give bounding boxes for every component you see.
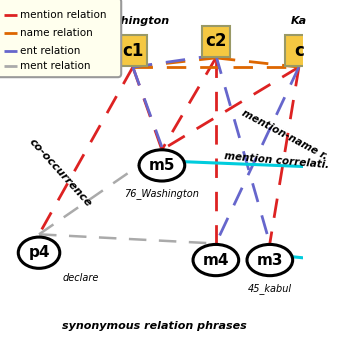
Text: Washington: Washington	[96, 16, 170, 26]
Text: Ka: Ka	[291, 16, 307, 26]
FancyBboxPatch shape	[202, 26, 230, 57]
Text: mention-name r.: mention-name r.	[240, 108, 329, 162]
Text: c1: c1	[122, 41, 143, 59]
FancyBboxPatch shape	[0, 0, 121, 77]
Text: 76_Washington: 76_Washington	[124, 188, 199, 199]
Text: c2: c2	[205, 32, 227, 50]
FancyBboxPatch shape	[285, 35, 313, 66]
Text: declare: declare	[62, 273, 99, 283]
Text: m5: m5	[149, 158, 175, 173]
Text: co-occurrence: co-occurrence	[28, 137, 94, 209]
Ellipse shape	[18, 237, 60, 268]
FancyBboxPatch shape	[119, 35, 147, 66]
Text: mention correlati.: mention correlati.	[224, 151, 330, 170]
Text: m4: m4	[203, 253, 229, 268]
Text: 45_kabul: 45_kabul	[248, 283, 292, 294]
Text: name relation: name relation	[20, 28, 93, 38]
Text: mention relation: mention relation	[20, 10, 106, 20]
Text: m3: m3	[257, 253, 283, 268]
Text: synonymous relation phrases: synonymous relation phrases	[62, 321, 247, 331]
Ellipse shape	[139, 150, 185, 181]
Ellipse shape	[193, 244, 239, 276]
Text: ment relation: ment relation	[20, 61, 90, 71]
Text: c: c	[294, 41, 304, 59]
Text: ent relation: ent relation	[20, 47, 80, 56]
Text: p4: p4	[28, 245, 50, 260]
Ellipse shape	[247, 244, 293, 276]
